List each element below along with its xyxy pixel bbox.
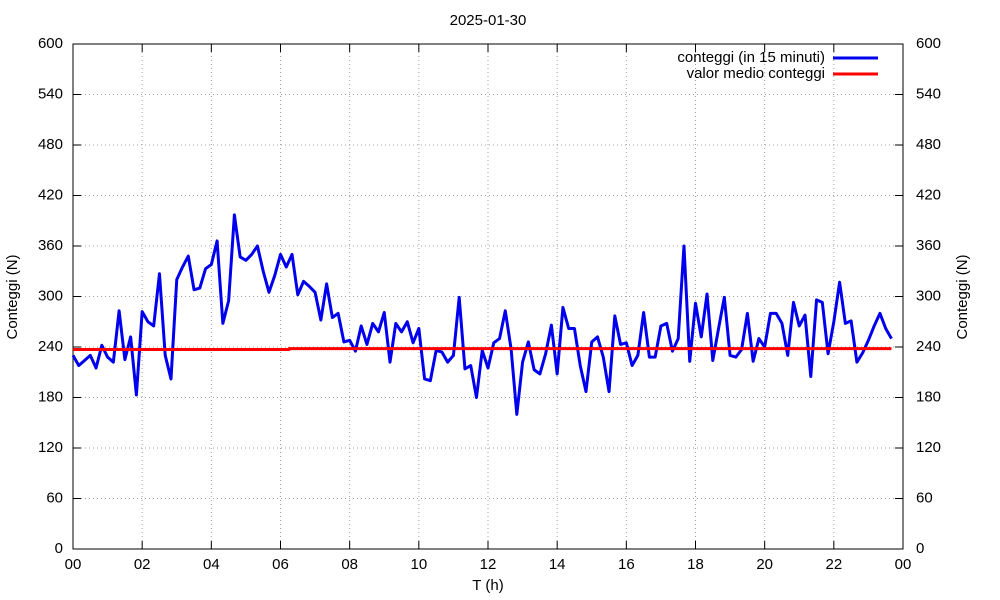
y-tick-label: 180 (38, 388, 63, 405)
y2-tick-label: 60 (916, 489, 933, 506)
y2-tick-label: 0 (916, 540, 924, 557)
x-tick-label: 00 (65, 556, 82, 573)
y-axis-label: Conteggi (N) (4, 254, 21, 339)
x-tick-label: 08 (341, 556, 358, 573)
x-tick-label: 20 (756, 556, 773, 573)
y-tick-label: 600 (38, 35, 63, 52)
y-tick-label: 360 (38, 237, 63, 254)
y2-tick-label: 540 (916, 85, 941, 102)
y2-tick-label: 300 (916, 287, 941, 304)
y2-tick-label: 240 (916, 338, 941, 355)
x-tick-label: 16 (618, 556, 635, 573)
legend-label: valor medio conteggi (687, 65, 825, 82)
x-tick-label: 00 (895, 556, 912, 573)
y2-tick-label: 120 (916, 439, 941, 456)
legend-label: conteggi (in 15 minuti) (677, 49, 825, 66)
y2-tick-label: 480 (916, 136, 941, 153)
x-tick-label: 10 (410, 556, 427, 573)
y-tick-label: 120 (38, 439, 63, 456)
y-tick-label: 0 (55, 540, 63, 557)
plot-border (72, 43, 904, 550)
x-tick-label: 18 (687, 556, 704, 573)
y-tick-label: 300 (38, 287, 63, 304)
x-axis-label: T (h) (472, 577, 503, 594)
y-tick-label: 60 (46, 489, 63, 506)
x-tick-label: 02 (134, 556, 151, 573)
y-tick-label: 540 (38, 85, 63, 102)
y-tick-label: 240 (38, 338, 63, 355)
y-tick-label: 420 (38, 186, 63, 203)
chart-title: 2025-01-30 (450, 12, 527, 29)
x-tick-label: 04 (203, 556, 220, 573)
series-line (73, 347, 892, 352)
y2-axis-label: Conteggi (N) (954, 254, 971, 339)
series-line (71, 213, 893, 416)
x-tick-label: 22 (825, 556, 842, 573)
x-tick-label: 12 (480, 556, 497, 573)
x-tick-label: 14 (549, 556, 566, 573)
y2-tick-label: 180 (916, 388, 941, 405)
y2-tick-label: 600 (916, 35, 941, 52)
y2-tick-label: 420 (916, 186, 941, 203)
x-tick-label: 06 (272, 556, 289, 573)
y-tick-label: 480 (38, 136, 63, 153)
y2-tick-label: 360 (916, 237, 941, 254)
